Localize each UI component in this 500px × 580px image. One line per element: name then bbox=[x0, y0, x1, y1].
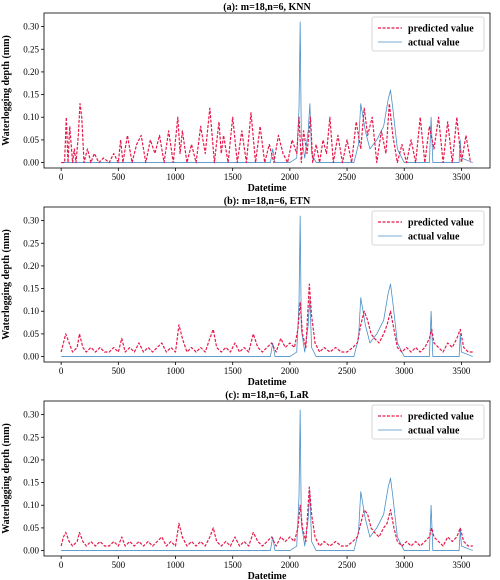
x-tick-label: 3500 bbox=[452, 172, 471, 182]
x-tick-label: 2500 bbox=[338, 560, 357, 570]
legend-box bbox=[371, 16, 485, 52]
predicted-series-line bbox=[60, 283, 473, 353]
predicted-series-line bbox=[60, 486, 473, 547]
chart-title: (b): m=18,n=6, ETN bbox=[224, 196, 311, 207]
series-group bbox=[61, 21, 473, 164]
y-tick-label: 0.10 bbox=[23, 112, 39, 122]
plot-frame bbox=[43, 400, 491, 557]
y-axis-label: Waterlogging depth (mm) bbox=[1, 423, 12, 534]
x-tick-label: 2000 bbox=[281, 172, 300, 182]
y-axis-label: Waterlogging depth (mm) bbox=[1, 229, 12, 340]
y-tick-label: 0.00 bbox=[23, 158, 39, 168]
y-tick-label: 0.15 bbox=[23, 284, 39, 294]
y-tick-label: 0.10 bbox=[23, 306, 39, 316]
y-axis-label: Waterlogging depth (mm) bbox=[1, 35, 12, 146]
legend: predicted value actual value bbox=[371, 210, 485, 246]
chart-panel-1: (a): m=18,n=6, KNN 0.00 0.05 0.10 0.15 0.20 0.… bbox=[1, 2, 491, 194]
series-group bbox=[60, 409, 473, 551]
x-tick-label: 2000 bbox=[281, 560, 300, 570]
y-tick-label: 0.25 bbox=[23, 238, 39, 248]
legend-entry-label: predicted value bbox=[408, 24, 474, 35]
x-axis-label: Datetime bbox=[248, 377, 287, 388]
y-tick-label: 0.20 bbox=[23, 455, 39, 465]
series-group bbox=[60, 215, 473, 357]
x-tick-label: 500 bbox=[112, 560, 126, 570]
y-tick-label: 0.10 bbox=[23, 500, 39, 510]
y-tick-label: 0.20 bbox=[23, 261, 39, 271]
chart-panel-3: (c): m=18,n=6, LaR 0.00 0.05 0.10 0.15 0.20 0.… bbox=[1, 390, 491, 580]
x-tick-label: 1000 bbox=[167, 172, 186, 182]
predicted-series-line bbox=[61, 103, 472, 164]
y-tick-label: 0.30 bbox=[23, 22, 39, 32]
y-tick-label: 0.30 bbox=[23, 216, 39, 226]
legend-box bbox=[371, 404, 485, 440]
legend-entry-label: predicted value bbox=[408, 412, 474, 423]
x-tick-label: 500 bbox=[112, 172, 126, 182]
chart-title: (a): m=18,n=6, KNN bbox=[223, 2, 311, 13]
x-tick-label: 2500 bbox=[338, 366, 357, 376]
chart-panel-2: (b): m=18,n=6, ETN 0.00 0.05 0.10 0.15 0.20 0.… bbox=[1, 196, 491, 388]
x-tick-label: 0 bbox=[59, 560, 64, 570]
x-tick-label: 1000 bbox=[167, 366, 186, 376]
x-tick-label: 3500 bbox=[452, 366, 471, 376]
x-tick-label: 3000 bbox=[395, 172, 414, 182]
chart-title: (c): m=18,n=6, LaR bbox=[225, 390, 309, 401]
legend-entry-label: actual value bbox=[408, 38, 460, 49]
y-tick-label: 0.15 bbox=[23, 90, 39, 100]
y-tick-label: 0.00 bbox=[23, 352, 39, 362]
x-tick-label: 1000 bbox=[167, 560, 186, 570]
x-axis-label: Datetime bbox=[248, 183, 287, 194]
legend: predicted value actual value bbox=[371, 16, 485, 52]
x-tick-label: 1500 bbox=[224, 560, 243, 570]
x-tick-label: 2000 bbox=[281, 366, 300, 376]
legend-entry-label: predicted value bbox=[408, 218, 474, 229]
x-tick-label: 3000 bbox=[395, 366, 414, 376]
x-tick-label: 500 bbox=[112, 366, 126, 376]
plot-frame bbox=[43, 12, 491, 169]
x-tick-label: 2500 bbox=[338, 172, 357, 182]
legend-entry-label: actual value bbox=[408, 426, 460, 437]
y-tick-label: 0.05 bbox=[23, 523, 39, 533]
y-tick-label: 0.15 bbox=[23, 478, 39, 488]
x-tick-label: 1500 bbox=[224, 366, 243, 376]
x-tick-label: 3500 bbox=[452, 560, 471, 570]
legend-entry-label: actual value bbox=[408, 232, 460, 243]
legend: predicted value actual value bbox=[371, 404, 485, 440]
y-tick-label: 0.25 bbox=[23, 44, 39, 54]
y-tick-label: 0.00 bbox=[23, 546, 39, 556]
y-tick-label: 0.05 bbox=[23, 329, 39, 339]
legend-box bbox=[371, 210, 485, 246]
x-tick-label: 0 bbox=[59, 172, 64, 182]
y-tick-label: 0.30 bbox=[23, 410, 39, 420]
x-tick-label: 3000 bbox=[395, 560, 414, 570]
x-axis-label: Datetime bbox=[248, 571, 287, 580]
x-tick-label: 1500 bbox=[224, 172, 243, 182]
plot-frame bbox=[43, 206, 491, 363]
y-tick-label: 0.05 bbox=[23, 135, 39, 145]
y-tick-label: 0.20 bbox=[23, 67, 39, 77]
y-tick-label: 0.25 bbox=[23, 432, 39, 442]
x-tick-label: 0 bbox=[59, 366, 64, 376]
